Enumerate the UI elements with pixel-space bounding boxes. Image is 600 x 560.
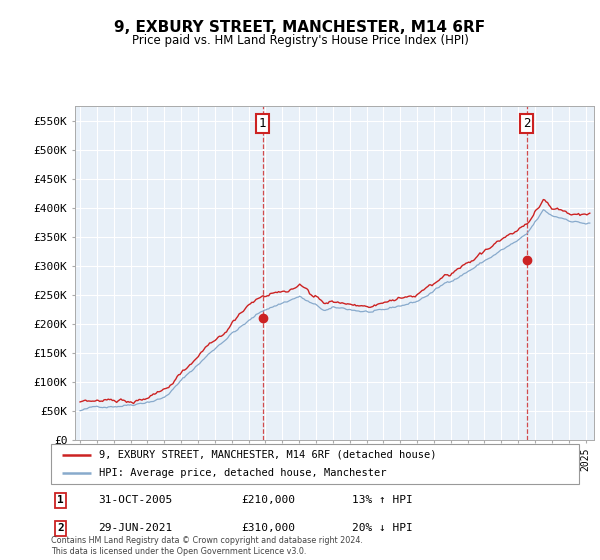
- Text: 13% ↑ HPI: 13% ↑ HPI: [352, 496, 413, 506]
- Text: 20% ↓ HPI: 20% ↓ HPI: [352, 523, 413, 533]
- Text: 9, EXBURY STREET, MANCHESTER, M14 6RF: 9, EXBURY STREET, MANCHESTER, M14 6RF: [115, 20, 485, 35]
- FancyBboxPatch shape: [51, 444, 579, 484]
- Text: HPI: Average price, detached house, Manchester: HPI: Average price, detached house, Manc…: [98, 468, 386, 478]
- Text: 29-JUN-2021: 29-JUN-2021: [98, 523, 173, 533]
- Text: 1: 1: [259, 117, 266, 130]
- Text: £210,000: £210,000: [241, 496, 295, 506]
- Text: 1: 1: [57, 496, 64, 506]
- Text: 31-OCT-2005: 31-OCT-2005: [98, 496, 173, 506]
- Text: Price paid vs. HM Land Registry's House Price Index (HPI): Price paid vs. HM Land Registry's House …: [131, 34, 469, 46]
- Text: 9, EXBURY STREET, MANCHESTER, M14 6RF (detached house): 9, EXBURY STREET, MANCHESTER, M14 6RF (d…: [98, 450, 436, 460]
- Text: £310,000: £310,000: [241, 523, 295, 533]
- Text: 2: 2: [523, 117, 530, 130]
- Text: 2: 2: [57, 523, 64, 533]
- Text: Contains HM Land Registry data © Crown copyright and database right 2024.
This d: Contains HM Land Registry data © Crown c…: [51, 536, 363, 556]
